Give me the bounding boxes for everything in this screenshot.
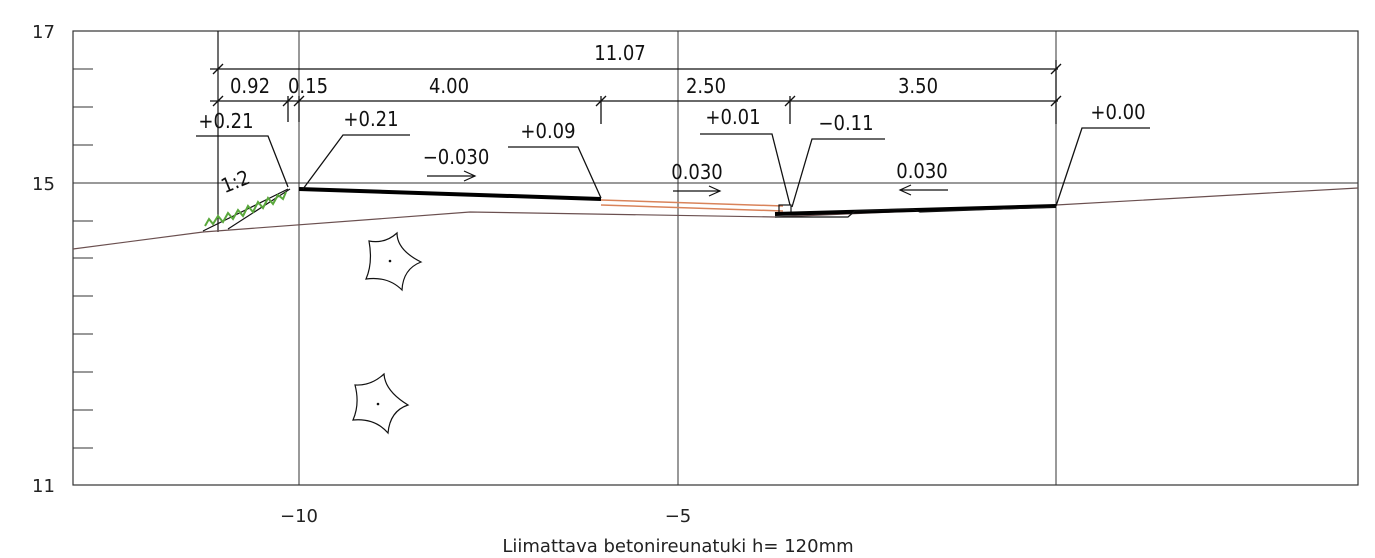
y-tick-label-11: 11 bbox=[32, 476, 55, 497]
y-axis-ticks bbox=[73, 68, 93, 449]
embankment-slope-label: 1:2 bbox=[217, 165, 253, 198]
y-tick-label-17: 17 bbox=[32, 22, 55, 43]
tree-symbol-2 bbox=[352, 372, 410, 435]
elevation-label-3: +0.09 bbox=[520, 119, 575, 143]
slope-label-middle: 0.030 bbox=[671, 160, 723, 184]
slope-arrow-right-1 bbox=[427, 170, 477, 182]
road-base-line bbox=[775, 206, 1057, 218]
elevation-label-1: +0.21 bbox=[198, 109, 253, 133]
slope-arrow-left bbox=[898, 184, 948, 196]
dim-0-92: 0.92 bbox=[230, 74, 270, 98]
elevation-label-5: −0.11 bbox=[818, 111, 873, 135]
elevation-leaders bbox=[196, 127, 1150, 208]
elevation-label-4: +0.01 bbox=[705, 105, 760, 129]
curb-strip bbox=[600, 199, 784, 212]
plot-frame bbox=[72, 30, 1359, 486]
dim-0-15: 0.15 bbox=[288, 74, 328, 98]
road-surface-left bbox=[298, 187, 602, 201]
slope-label-right: 0.030 bbox=[896, 159, 948, 183]
drawing-caption: Liimattava betonireunatuki h= 120mm bbox=[502, 536, 853, 557]
embankment-slope bbox=[202, 188, 291, 232]
dim-2-50: 2.50 bbox=[686, 74, 726, 98]
existing-ground-line bbox=[72, 187, 1359, 250]
slope-arrow-right-2 bbox=[673, 185, 722, 197]
dim-total: 11.07 bbox=[594, 41, 646, 65]
x-tick-label-minus10: −10 bbox=[280, 506, 318, 527]
tree-symbol-1 bbox=[365, 231, 423, 292]
dim-4-00: 4.00 bbox=[429, 74, 469, 98]
slope-label-left: −0.030 bbox=[423, 145, 490, 169]
elevation-label-6: +0.00 bbox=[1090, 100, 1145, 124]
x-tick-label-minus5: −5 bbox=[665, 506, 692, 527]
elevation-label-2: +0.21 bbox=[343, 107, 398, 131]
dim-3-50: 3.50 bbox=[898, 74, 938, 98]
y-tick-label-15: 15 bbox=[32, 174, 55, 195]
dimension-lines bbox=[210, 60, 1062, 124]
